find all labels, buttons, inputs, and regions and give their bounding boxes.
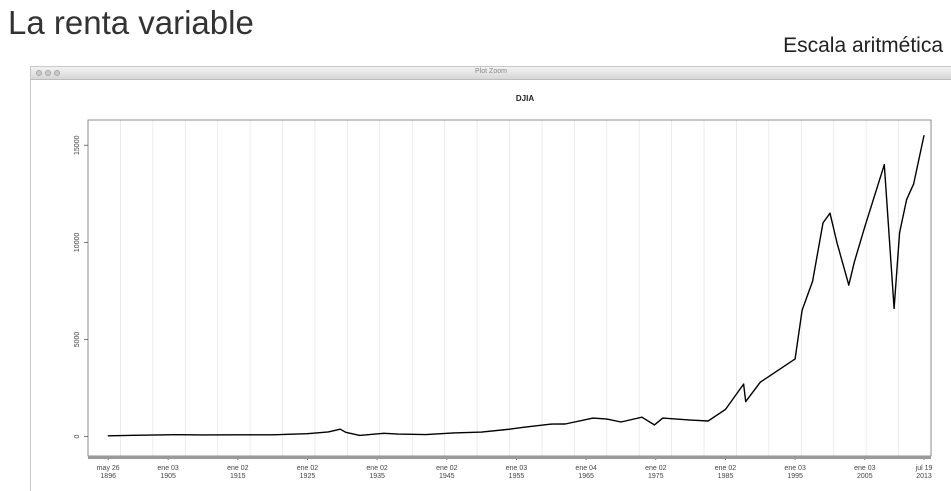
djia-data-point xyxy=(453,432,455,434)
djia-data-point xyxy=(425,434,427,436)
djia-data-point xyxy=(742,383,745,385)
djia-data-point xyxy=(508,428,511,430)
djia-data-point xyxy=(836,241,838,243)
x-tick-label-year: 1945 xyxy=(439,473,455,480)
x-tick-label-date: ene 03 xyxy=(784,465,806,472)
djia-data-point xyxy=(759,381,761,383)
djia-data-point xyxy=(481,431,483,433)
djia-data-point xyxy=(345,431,347,433)
slide-subtitle: Escala aritmética xyxy=(783,34,943,57)
series-layer xyxy=(107,134,925,437)
djia-data-point xyxy=(801,309,803,311)
djia-data-point xyxy=(564,423,566,425)
x-tick-label-year: 1896 xyxy=(100,473,116,480)
djia-data-point xyxy=(864,226,866,228)
djia-data-point xyxy=(339,428,341,430)
djia-data-point xyxy=(327,431,329,433)
x-tick-label-date: may 26 xyxy=(97,465,120,472)
djia-data-point xyxy=(306,433,309,435)
djia-data-point xyxy=(745,401,747,403)
djia-data-point xyxy=(383,432,385,434)
x-tick-label-year: 1965 xyxy=(578,473,594,480)
x-tick-label-date: ene 03 xyxy=(854,465,876,472)
djia-data-point xyxy=(107,435,109,437)
djia-data-point xyxy=(653,424,656,426)
djia-data-point xyxy=(822,222,824,224)
djia-data-point xyxy=(829,212,831,214)
minimize-window-icon[interactable] xyxy=(45,70,51,76)
chart-title: DJIA xyxy=(516,94,534,103)
djia-data-point xyxy=(592,417,594,419)
window-title: Plot Zoom xyxy=(475,68,507,75)
djia-data-point xyxy=(848,284,850,286)
x-tick-label-year: 1905 xyxy=(160,473,176,480)
djia-data-point xyxy=(620,421,622,423)
x-tick-label-year: 2013 xyxy=(916,473,932,480)
x-tick-label-date: ene 02 xyxy=(436,465,458,472)
djia-data-point xyxy=(912,183,915,185)
y-tick-label: 0 xyxy=(74,435,81,439)
slide-title: La renta variable xyxy=(8,4,254,41)
djia-data-point xyxy=(707,420,709,422)
djia-data-point xyxy=(272,434,274,436)
x-tick-label-year: 1925 xyxy=(300,473,316,480)
x-tick-label-year: 1985 xyxy=(718,473,734,480)
x-tick-label-date: ene 03 xyxy=(506,465,528,472)
x-tick-label-year: 1915 xyxy=(230,473,246,480)
djia-data-point xyxy=(641,416,643,418)
range-selector-bar[interactable] xyxy=(88,456,931,459)
djia-data-point xyxy=(550,423,552,425)
x-tick-label-date: ene 04 xyxy=(575,465,597,472)
djia-data-point xyxy=(690,419,692,421)
y-tick-label: 5000 xyxy=(74,332,81,348)
djia-data-point xyxy=(724,408,727,410)
grid-lines xyxy=(87,120,932,456)
djia-data-point xyxy=(662,417,664,419)
x-tick-label-date: ene 02 xyxy=(227,465,249,472)
plot-window: Plot Zoom xyxy=(30,66,951,491)
djia-data-point xyxy=(359,434,361,437)
djia-data-point xyxy=(899,232,901,234)
x-tick-label-date: ene 03 xyxy=(157,465,179,472)
djia-data-point xyxy=(522,426,525,428)
x-tick-label-year: 2005 xyxy=(857,473,873,480)
djia-data-point xyxy=(923,134,925,137)
djia-data-point xyxy=(397,433,399,435)
x-tick-label-year: 1935 xyxy=(369,473,385,480)
djia-data-point xyxy=(811,280,814,282)
x-tick-label-year: 1955 xyxy=(509,473,525,480)
x-tick-label-date: jul 19 xyxy=(915,465,933,472)
djia-data-point xyxy=(906,199,908,201)
y-tick-label: 10000 xyxy=(74,233,81,253)
djia-data-point xyxy=(606,418,608,420)
y-tick-label: 15000 xyxy=(74,135,81,155)
x-tick-label-year: 1975 xyxy=(648,473,664,480)
djia-data-point xyxy=(237,434,239,436)
djia-data-point xyxy=(794,358,796,360)
close-window-icon[interactable] xyxy=(36,70,42,76)
djia-data-point xyxy=(202,434,204,436)
djia-data-point xyxy=(883,164,885,166)
x-tick-label-date: ene 02 xyxy=(366,465,388,472)
zoom-window-icon[interactable] xyxy=(54,70,60,76)
x-tick-label-date: ene 02 xyxy=(645,465,667,472)
x-tick-label-date: ene 02 xyxy=(297,465,319,472)
x-tick-label-year: 1995 xyxy=(787,473,803,480)
djia-data-point xyxy=(853,261,855,263)
window-titlebar[interactable]: Plot Zoom xyxy=(31,67,951,80)
djia-data-point xyxy=(893,307,895,309)
y-axis: 0 5000 10000 15000 xyxy=(74,135,88,439)
djia-data-point xyxy=(174,434,176,436)
x-tick-label-date: ene 02 xyxy=(715,465,737,472)
djia-data-point xyxy=(132,434,134,436)
